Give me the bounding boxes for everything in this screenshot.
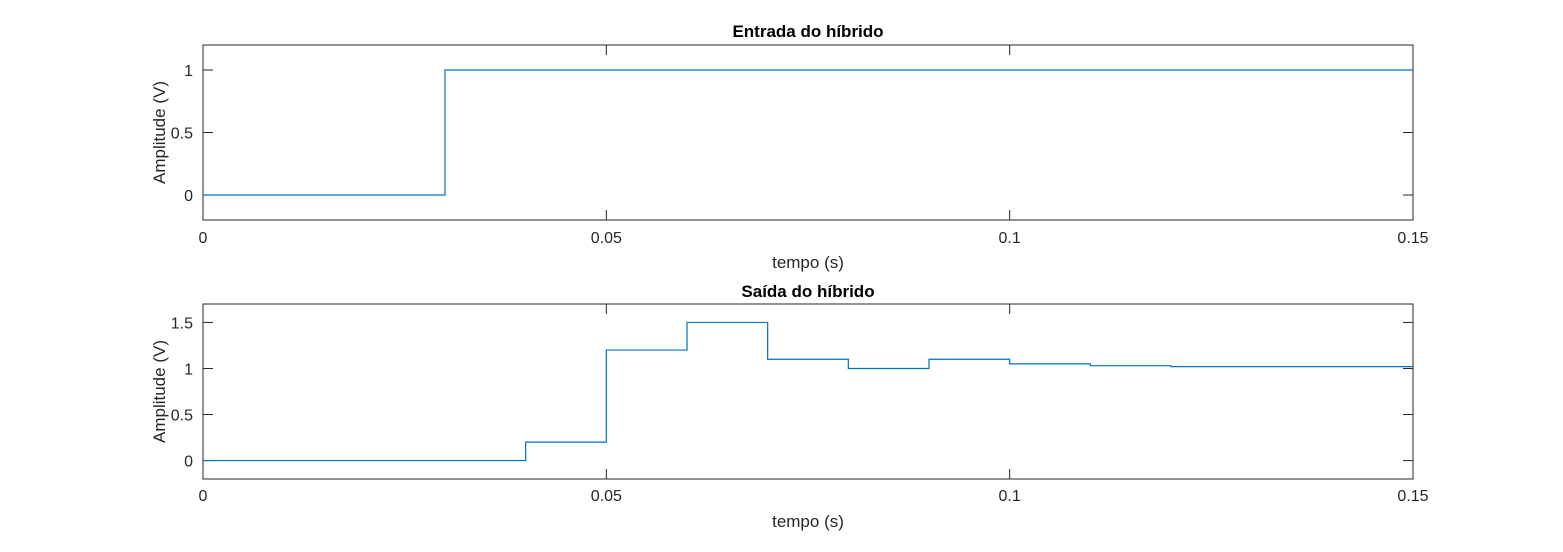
subplot-input: 0 0.05 0.1 0.15 0 0.5 1 Entrada do híbrido tempo… xyxy=(150,22,1429,272)
y-tick-label: 1 xyxy=(184,63,193,80)
x-tick-label: 0 xyxy=(199,230,208,247)
y-axis-label: Amplitude (V) xyxy=(150,340,169,443)
series-line xyxy=(203,321,1413,462)
x-tick-label: 0.1 xyxy=(999,488,1021,505)
plot-area-box xyxy=(202,303,1414,480)
y-tick-label: 0 xyxy=(184,188,193,205)
x-tick-label: 0.05 xyxy=(591,230,622,247)
x-tick-label: 0.05 xyxy=(591,488,622,505)
y-axis-label: Amplitude (V) xyxy=(150,81,169,184)
x-tick-label: 0.15 xyxy=(1397,230,1428,247)
chart-title: Entrada do híbrido xyxy=(732,22,883,41)
series-line xyxy=(203,69,1413,196)
plot-area-box xyxy=(202,44,1414,221)
chart-title: Saída do híbrido xyxy=(741,282,874,301)
x-axis-label: tempo (s) xyxy=(772,512,844,531)
y-tick-label: 0 xyxy=(184,454,193,471)
x-tick-label: 0.15 xyxy=(1397,488,1428,505)
y-tick-label: 1.5 xyxy=(171,315,193,332)
subplot-output: 0 0.05 0.1 0.15 0 0.5 1 1.5 Saída do híbrido temp… xyxy=(150,282,1429,531)
x-axis-label: tempo (s) xyxy=(772,253,844,272)
x-tick-label: 0.1 xyxy=(999,230,1021,247)
y-tick-label: 1 xyxy=(184,361,193,378)
y-tick-label: 0.5 xyxy=(171,408,193,425)
y-tick-label: 0.5 xyxy=(171,126,193,143)
x-tick-label: 0 xyxy=(199,488,208,505)
